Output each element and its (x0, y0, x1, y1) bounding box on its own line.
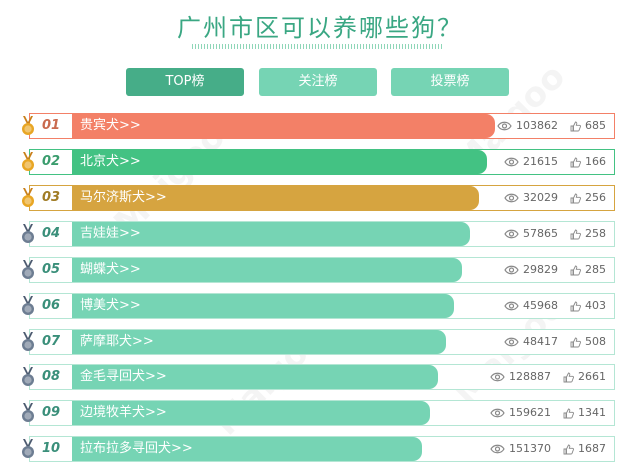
like-count: 508 (585, 335, 606, 348)
thumbs-up-icon[interactable] (563, 444, 574, 455)
ranking-row[interactable]: 01 贵宾犬>> 103862 685 (22, 113, 615, 139)
silver-medal-icon (21, 403, 35, 423)
row-stats: 48417 508 (504, 330, 606, 354)
ranking-row[interactable]: 05 蝴蝶犬>> 29829 285 (22, 257, 615, 283)
silver-medal-icon (21, 296, 35, 316)
dog-breed-link[interactable]: 萨摩耶犬>> (72, 330, 446, 354)
eye-icon (497, 121, 512, 131)
ranking-row[interactable]: 10 拉布拉多寻回犬>> 151370 1687 (22, 436, 615, 462)
ranking-row[interactable]: 09 边境牧羊犬>> 159621 1341 (22, 400, 615, 426)
view-count: 45968 (523, 299, 558, 312)
view-count: 21615 (523, 155, 558, 168)
tab-follow[interactable]: 关注榜 (259, 68, 377, 96)
eye-icon (504, 157, 519, 167)
thumbs-up-icon[interactable] (570, 301, 581, 312)
row-stats: 57865 258 (504, 222, 606, 246)
thumbs-up-icon[interactable] (570, 229, 581, 240)
like-count: 685 (585, 119, 606, 132)
title-underline (192, 44, 444, 49)
dog-breed-link[interactable]: 贵宾犬>> (72, 114, 495, 138)
eye-icon (504, 337, 519, 347)
gold-medal-icon (21, 116, 35, 136)
row-stats: 32029 256 (504, 186, 606, 210)
like-count: 256 (585, 191, 606, 204)
silver-medal-icon (21, 439, 35, 459)
eye-icon (490, 444, 505, 454)
ranking-row[interactable]: 08 金毛寻回犬>> 128887 2661 (22, 364, 615, 390)
silver-medal-icon (21, 332, 35, 352)
like-count: 285 (585, 263, 606, 276)
view-count: 128887 (509, 370, 551, 383)
ranking-row[interactable]: 06 博美犬>> 45968 403 (22, 293, 615, 319)
rank-number: 07 (42, 334, 61, 349)
gold-medal-icon (21, 152, 35, 172)
view-count: 29829 (523, 263, 558, 276)
view-count: 103862 (516, 119, 558, 132)
silver-medal-icon (21, 224, 35, 244)
eye-icon (490, 408, 505, 418)
dog-breed-link[interactable]: 博美犬>> (72, 294, 454, 318)
like-count: 166 (585, 155, 606, 168)
thumbs-up-icon[interactable] (563, 372, 574, 383)
page-title: 广州市区可以养哪些狗？ (177, 14, 463, 42)
dog-breed-link[interactable]: 吉娃娃>> (72, 222, 470, 246)
view-count: 32029 (523, 191, 558, 204)
thumbs-up-icon[interactable] (570, 121, 581, 132)
rank-number: 01 (42, 118, 61, 133)
thumbs-up-icon[interactable] (570, 157, 581, 168)
ranking-row[interactable]: 03 马尔济斯犬>> 32029 256 (22, 185, 615, 211)
rank-number: 02 (42, 154, 61, 169)
ranking-row[interactable]: 07 萨摩耶犬>> 48417 508 (22, 329, 615, 355)
rank-number: 10 (42, 441, 61, 456)
eye-icon (490, 372, 505, 382)
view-count: 151370 (509, 442, 551, 455)
dog-breed-link[interactable]: 马尔济斯犬>> (72, 186, 479, 210)
like-count: 1341 (578, 406, 606, 419)
view-count: 159621 (509, 406, 551, 419)
rank-number: 03 (42, 190, 61, 205)
tab-vote[interactable]: 投票榜 (391, 68, 509, 96)
view-count: 48417 (523, 335, 558, 348)
eye-icon (504, 301, 519, 311)
silver-medal-icon (21, 367, 35, 387)
rank-number: 08 (42, 369, 61, 384)
dog-breed-link[interactable]: 金毛寻回犬>> (72, 365, 438, 389)
rank-number: 04 (42, 226, 61, 241)
thumbs-up-icon[interactable] (570, 337, 581, 348)
row-stats: 103862 685 (497, 114, 606, 138)
row-stats: 29829 285 (504, 258, 606, 282)
eye-icon (504, 265, 519, 275)
eye-icon (504, 193, 519, 203)
row-stats: 45968 403 (504, 294, 606, 318)
dog-breed-link[interactable]: 蝴蝶犬>> (72, 258, 462, 282)
dog-breed-link[interactable]: 边境牧羊犬>> (72, 401, 430, 425)
rank-number: 05 (42, 262, 61, 277)
row-stats: 128887 2661 (490, 365, 606, 389)
view-count: 57865 (523, 227, 558, 240)
eye-icon (504, 229, 519, 239)
ranking-row[interactable]: 02 北京犬>> 21615 166 (22, 149, 615, 175)
row-stats: 151370 1687 (490, 437, 606, 461)
ranking-row[interactable]: 04 吉娃娃>> 57865 258 (22, 221, 615, 247)
thumbs-up-icon[interactable] (563, 408, 574, 419)
rank-number: 09 (42, 405, 61, 420)
dog-breed-link[interactable]: 北京犬>> (72, 150, 487, 174)
gold-medal-icon (21, 188, 35, 208)
row-stats: 21615 166 (504, 150, 606, 174)
like-count: 403 (585, 299, 606, 312)
silver-medal-icon (21, 260, 35, 280)
tab-top[interactable]: TOP榜 (126, 68, 244, 96)
like-count: 1687 (578, 442, 606, 455)
like-count: 258 (585, 227, 606, 240)
thumbs-up-icon[interactable] (570, 265, 581, 276)
row-stats: 159621 1341 (490, 401, 606, 425)
like-count: 2661 (578, 370, 606, 383)
thumbs-up-icon[interactable] (570, 193, 581, 204)
dog-breed-link[interactable]: 拉布拉多寻回犬>> (72, 437, 422, 461)
rank-number: 06 (42, 298, 61, 313)
